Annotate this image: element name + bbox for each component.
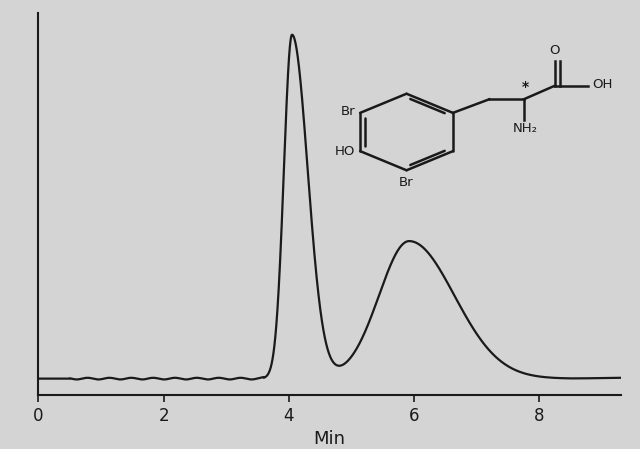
Text: *: *	[522, 80, 529, 94]
Text: O: O	[550, 44, 560, 57]
Text: HO: HO	[335, 145, 355, 158]
Text: Br: Br	[340, 105, 355, 118]
X-axis label: Min: Min	[314, 431, 346, 449]
Text: NH₂: NH₂	[513, 122, 538, 135]
Text: OH: OH	[592, 78, 612, 91]
Text: Br: Br	[399, 176, 414, 189]
